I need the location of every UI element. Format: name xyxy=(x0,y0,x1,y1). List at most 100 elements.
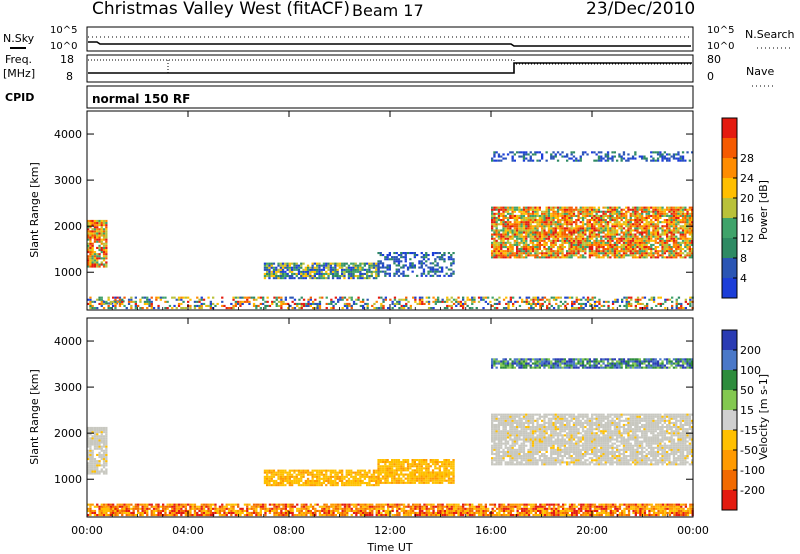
power-cell xyxy=(513,223,516,226)
power-cell xyxy=(547,227,551,230)
power-cell xyxy=(538,225,541,228)
velocity-cell xyxy=(306,473,310,476)
power-cell xyxy=(441,270,444,273)
power-cell xyxy=(275,304,278,307)
power-cell xyxy=(616,212,619,215)
power-cell xyxy=(491,208,494,211)
power-cell xyxy=(595,216,598,219)
velocity-cell xyxy=(268,471,271,474)
velocity-cell xyxy=(334,469,337,472)
power-cell xyxy=(675,241,678,244)
velocity-cell xyxy=(445,467,448,470)
power-cell xyxy=(391,307,394,310)
velocity-cell xyxy=(304,482,307,485)
power-cell xyxy=(677,237,680,240)
velocity-cell xyxy=(155,503,158,506)
power-cell xyxy=(130,304,133,307)
power-cell xyxy=(636,206,639,209)
velocity-cell xyxy=(350,471,353,474)
power-cell xyxy=(502,221,505,224)
power-cell xyxy=(552,243,555,246)
power-cell xyxy=(520,216,523,219)
power-cell xyxy=(636,298,640,301)
power-cell xyxy=(89,234,92,237)
power-cell xyxy=(121,298,124,301)
power-cell xyxy=(681,214,685,217)
power-cell xyxy=(302,304,306,307)
power-cell xyxy=(646,302,649,305)
power-cell xyxy=(672,252,676,255)
velocity-cell xyxy=(302,471,305,474)
power-cell xyxy=(496,298,499,301)
velocity-cell xyxy=(418,479,421,482)
power-cell xyxy=(636,256,639,259)
power-cell xyxy=(541,155,544,158)
velocity-cell xyxy=(422,477,426,480)
power-cell xyxy=(397,264,401,267)
velocity-cell xyxy=(379,473,382,476)
velocity-cell xyxy=(175,511,178,514)
power-cell xyxy=(504,229,507,232)
power-cell xyxy=(534,233,537,236)
power-cell xyxy=(595,250,598,253)
power-cell xyxy=(98,240,101,243)
velocity-cell xyxy=(141,505,144,508)
power-cell xyxy=(643,216,646,219)
power-cell xyxy=(672,153,676,156)
velocity-cell xyxy=(96,445,99,448)
power-cell xyxy=(647,231,651,234)
velocity-cell xyxy=(109,503,112,506)
power-cell xyxy=(634,221,637,224)
power-cell xyxy=(366,307,369,310)
velocity-cell xyxy=(427,465,430,468)
power-cell xyxy=(511,155,514,158)
power-cell xyxy=(616,241,619,244)
power-cell xyxy=(586,298,590,301)
power-cell xyxy=(591,212,594,215)
velocity-cell xyxy=(441,481,444,484)
power-cell xyxy=(584,227,587,230)
power-cell xyxy=(393,298,397,301)
velocity-cell xyxy=(207,503,210,506)
velocity-cell xyxy=(352,479,355,482)
velocity-cell xyxy=(297,484,301,487)
power-cell xyxy=(393,302,397,305)
power-cell xyxy=(377,262,380,265)
power-cell xyxy=(561,252,564,255)
power-cell xyxy=(411,252,414,255)
velocity-cell xyxy=(416,479,419,482)
power-cell xyxy=(675,307,678,310)
power-cell xyxy=(609,252,612,255)
power-cell xyxy=(625,300,628,303)
power-cell xyxy=(96,232,99,235)
power-cell xyxy=(330,302,333,305)
power-cell xyxy=(679,237,682,240)
power-cell xyxy=(263,277,267,280)
power-cell xyxy=(563,239,566,242)
velocity-cell xyxy=(388,461,391,464)
power-cell xyxy=(506,256,510,259)
velocity-cell xyxy=(331,479,335,482)
velocity-cell xyxy=(109,514,112,517)
power-cell xyxy=(597,227,601,230)
power-cell xyxy=(427,258,430,261)
velocity-cell xyxy=(266,509,269,512)
power-cell xyxy=(227,307,231,310)
power-cell xyxy=(552,239,555,242)
velocity-cell xyxy=(93,505,97,508)
velocity-cell xyxy=(361,479,364,482)
power-cell xyxy=(98,224,101,227)
power-cell xyxy=(641,208,644,211)
power-cell xyxy=(491,214,494,217)
power-cell xyxy=(600,221,603,224)
power-cell xyxy=(636,300,640,303)
power-cell xyxy=(438,256,441,259)
power-cell xyxy=(664,307,667,310)
power-cell xyxy=(280,298,283,301)
power-cell xyxy=(96,219,99,222)
power-cell xyxy=(677,254,680,257)
power-cell xyxy=(346,302,349,305)
power-cell xyxy=(611,157,614,160)
power-cell xyxy=(531,254,535,257)
power-cell xyxy=(477,300,481,303)
